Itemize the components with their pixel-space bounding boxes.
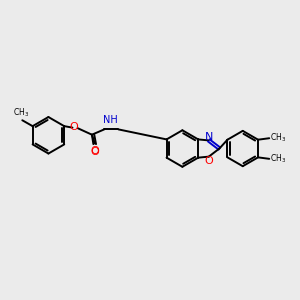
Text: O: O	[91, 146, 99, 157]
Text: N: N	[205, 132, 214, 142]
Text: O: O	[204, 156, 213, 166]
Text: NH: NH	[103, 115, 118, 125]
Text: CH$_3$: CH$_3$	[270, 153, 286, 165]
Text: O: O	[90, 147, 99, 157]
Text: O: O	[70, 122, 79, 132]
Text: CH$_3$: CH$_3$	[270, 132, 286, 145]
Text: CH$_3$: CH$_3$	[13, 106, 29, 119]
